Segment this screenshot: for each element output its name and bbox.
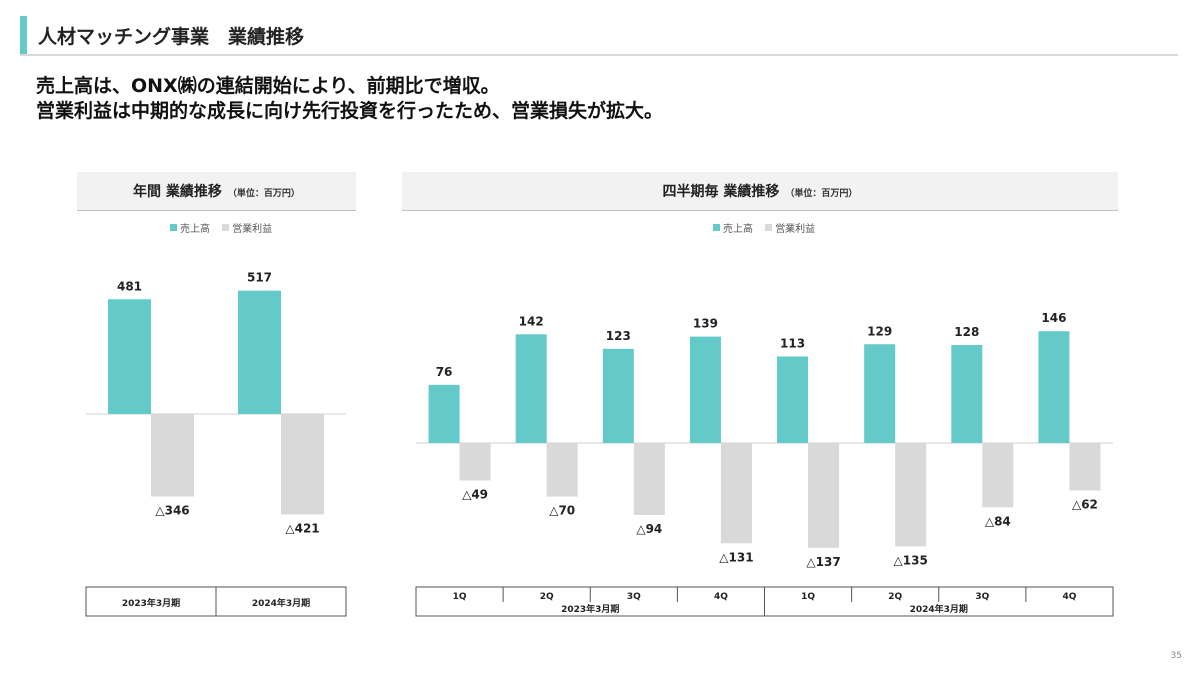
- category-tick-label: 1Q: [453, 592, 467, 602]
- legend-label-revenue: 売上高: [180, 224, 210, 235]
- slide-title: 人材マッチング事業 業績推移: [38, 26, 305, 48]
- legend-swatch-revenue: [170, 224, 177, 231]
- legend-swatch-revenue: [713, 224, 720, 231]
- data-label-revenue: 113: [780, 336, 805, 350]
- data-label-revenue: 128: [954, 325, 979, 339]
- data-label-operating-profit: △421: [285, 521, 319, 535]
- legend-item-profit: 営業利益: [222, 220, 272, 235]
- bar-revenue: [428, 384, 460, 443]
- quarterly-chart-title: 四半期毎 業績推移: [662, 184, 780, 200]
- data-label-operating-profit: △62: [1072, 497, 1098, 511]
- annual-chart-title: 年間 業績推移: [133, 184, 222, 200]
- legend-swatch-profit: [765, 224, 773, 231]
- bar-operating-profit: [895, 443, 927, 547]
- data-label-revenue: 139: [693, 317, 718, 331]
- bar-operating-profit: [281, 414, 324, 515]
- quarterly-legend: 売上高 営業利益: [713, 220, 824, 235]
- bar-revenue: [951, 345, 983, 443]
- bar-operating-profit: [633, 443, 665, 515]
- quarterly-chart-unit: （単位：百万円）: [785, 189, 858, 199]
- bar-revenue: [602, 348, 634, 443]
- data-label-revenue: 129: [867, 324, 892, 338]
- bar-operating-profit: [808, 443, 840, 548]
- title-accent-bar: [20, 16, 27, 54]
- data-label-revenue: 142: [519, 314, 544, 328]
- category-tick-label: 2023年3月期: [122, 597, 180, 609]
- data-label-revenue: 481: [117, 279, 142, 293]
- annual-chart-unit: （単位：百万円）: [227, 189, 300, 199]
- data-label-revenue: 123: [606, 329, 631, 343]
- data-label-operating-profit: △84: [985, 514, 1011, 528]
- legend-item-profit: 営業利益: [765, 220, 815, 235]
- bar-revenue: [515, 334, 547, 443]
- bar-revenue: [108, 299, 151, 414]
- group-label: 2023年3月期: [561, 603, 619, 615]
- bar-operating-profit: [546, 443, 578, 497]
- quarterly-panel-header: 四半期毎 業績推移 （単位：百万円）: [402, 172, 1118, 211]
- bar-operating-profit: [982, 443, 1014, 508]
- data-label-operating-profit: △346: [155, 504, 189, 518]
- category-tick-label: 4Q: [1062, 592, 1076, 602]
- category-tick-label: 3Q: [975, 592, 989, 602]
- bar-operating-profit: [1069, 443, 1101, 491]
- data-label-revenue: 76: [436, 365, 453, 379]
- category-tick-label: 2Q: [540, 592, 554, 602]
- data-label-operating-profit: △135: [894, 553, 928, 567]
- legend-label-profit: 営業利益: [232, 224, 273, 235]
- group-label: 2024年3月期: [910, 603, 968, 615]
- category-tick-label: 2Q: [888, 592, 902, 602]
- data-label-operating-profit: △131: [719, 550, 753, 564]
- bar-operating-profit: [720, 443, 752, 544]
- headline: 売上高は、ONX㈱の連結開始により、前期比で増収。 営業利益は中期的な成長に向け…: [36, 74, 663, 124]
- bar-operating-profit: [459, 443, 491, 481]
- legend-item-revenue: 売上高: [170, 220, 210, 235]
- legend-swatch-profit: [222, 224, 230, 231]
- legend-label-revenue: 売上高: [723, 224, 753, 235]
- data-label-revenue: 146: [1041, 311, 1066, 325]
- bar-revenue: [777, 356, 809, 443]
- headline-line-1: 売上高は、ONX㈱の連結開始により、前期比で増収。: [36, 75, 500, 97]
- data-label-operating-profit: △49: [462, 488, 488, 502]
- category-tick-label: 2024年3月期: [252, 597, 310, 609]
- legend-label-profit: 営業利益: [775, 224, 816, 235]
- category-tick-label: 3Q: [627, 592, 641, 602]
- annual-legend: 売上高 営業利益: [170, 220, 281, 235]
- annual-panel-header: 年間 業績推移 （単位：百万円）: [77, 172, 356, 211]
- data-label-operating-profit: △94: [636, 522, 662, 536]
- bar-revenue: [1038, 331, 1070, 443]
- data-label-operating-profit: △137: [806, 555, 840, 569]
- legend-item-revenue: 売上高: [713, 220, 753, 235]
- headline-line-2: 営業利益は中期的な成長に向け先行投資を行ったため、営業損失が拡大。: [36, 100, 664, 122]
- bar-revenue: [864, 344, 896, 443]
- bar-revenue: [689, 336, 721, 443]
- bar-operating-profit: [151, 414, 194, 497]
- category-tick-label: 1Q: [801, 592, 815, 602]
- slide-title-bar: 人材マッチング事業 業績推移: [20, 16, 1178, 56]
- data-label-operating-profit: △70: [549, 504, 575, 518]
- bar-revenue: [238, 290, 281, 414]
- category-tick-label: 4Q: [714, 592, 728, 602]
- page-number: 35: [1170, 651, 1182, 661]
- data-label-revenue: 517: [247, 271, 272, 285]
